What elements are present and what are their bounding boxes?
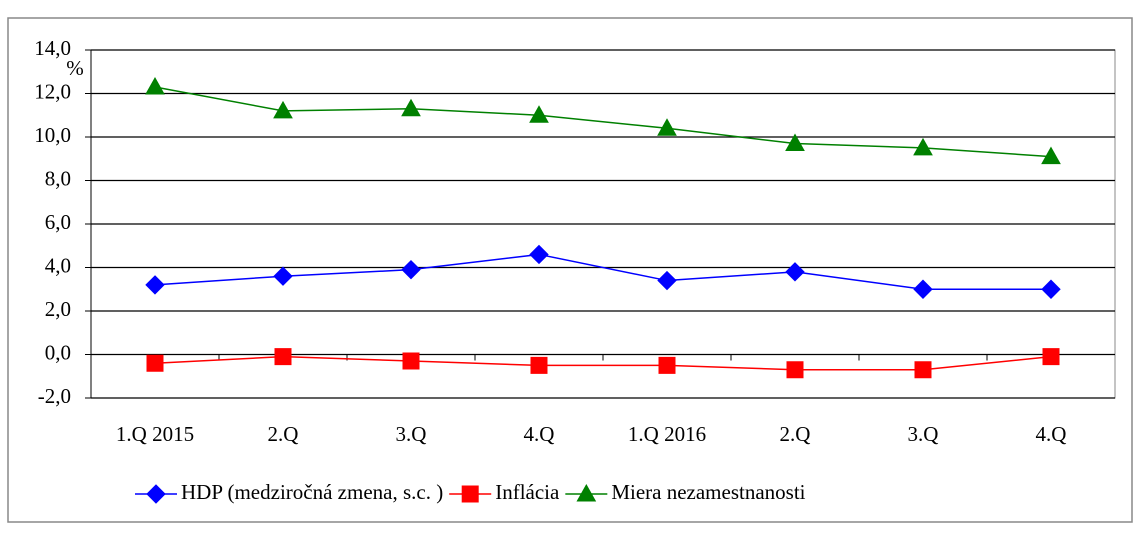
x-tick-label: 3.Q xyxy=(396,422,427,446)
series-line xyxy=(154,86,1052,158)
series-line xyxy=(154,253,1051,290)
y-tick-label: 2,0 xyxy=(45,297,71,321)
data-point xyxy=(657,270,677,291)
data-point xyxy=(658,356,676,374)
y-tick-label: -2,0 xyxy=(38,384,71,408)
y-tick-label: 14,0 xyxy=(34,36,71,60)
y-axis-label: % xyxy=(66,56,84,80)
x-tick-label: 3.Q xyxy=(908,422,939,446)
data-point xyxy=(401,259,421,280)
legend-label: Inflácia xyxy=(495,480,560,504)
data-point xyxy=(401,98,421,117)
y-tick-label: 10,0 xyxy=(34,123,71,147)
data-point xyxy=(273,266,293,286)
legend-marker xyxy=(146,484,166,504)
data-point xyxy=(529,105,549,123)
data-point xyxy=(145,275,165,295)
data-point xyxy=(529,244,549,265)
series-line xyxy=(154,355,1052,371)
data-point xyxy=(273,100,293,119)
legend-marker xyxy=(576,483,597,502)
y-tick-label: 8,0 xyxy=(45,166,71,190)
x-tick-label: 2.Q xyxy=(268,422,299,446)
data-point xyxy=(1041,146,1061,165)
data-point xyxy=(785,133,805,152)
data-point xyxy=(914,361,932,379)
y-tick-label: 4,0 xyxy=(45,253,71,277)
x-tick-label: 4.Q xyxy=(524,422,555,446)
data-point xyxy=(1041,279,1061,299)
data-point xyxy=(913,137,933,156)
data-point xyxy=(145,76,165,95)
y-tick-label: 12,0 xyxy=(34,79,71,103)
data-point xyxy=(786,361,804,379)
data-point xyxy=(785,262,805,282)
legend-label: HDP (medziročná zmena, s.c. ) xyxy=(181,480,443,504)
y-tick-label: 0,0 xyxy=(45,340,71,364)
data-point xyxy=(657,118,677,136)
x-tick-label: 1.Q 2015 xyxy=(116,422,194,446)
data-point xyxy=(402,352,420,370)
x-tick-label: 2.Q xyxy=(780,422,811,446)
data-point xyxy=(1042,348,1060,366)
legend-label: Miera nezamestnanosti xyxy=(611,480,805,504)
data-point xyxy=(530,356,548,374)
x-tick-label: 1.Q 2016 xyxy=(628,422,706,446)
data-point xyxy=(274,348,292,366)
data-point xyxy=(913,279,933,299)
y-tick-label: 6,0 xyxy=(45,210,71,234)
data-point xyxy=(146,354,164,372)
x-tick-label: 4.Q xyxy=(1036,422,1067,446)
legend-marker xyxy=(461,485,479,503)
